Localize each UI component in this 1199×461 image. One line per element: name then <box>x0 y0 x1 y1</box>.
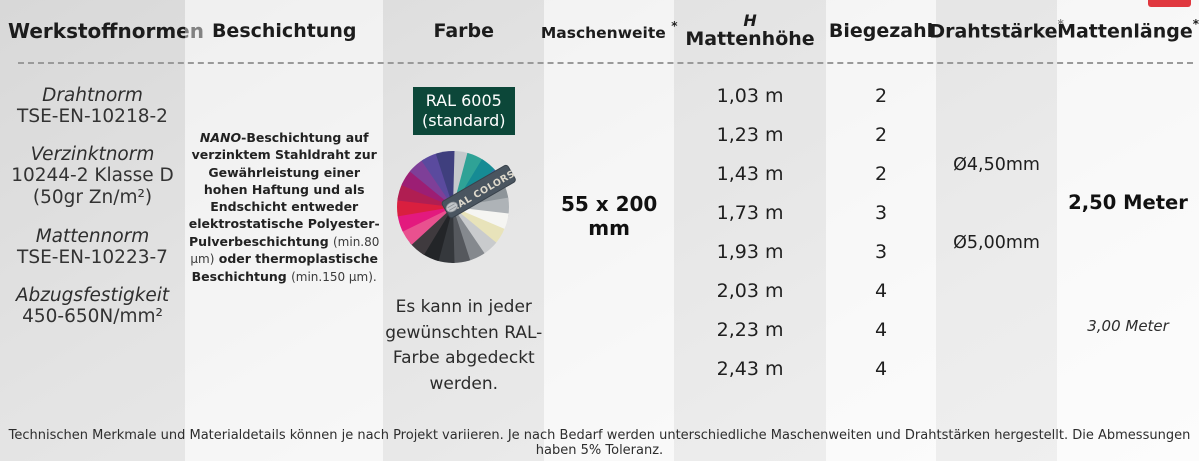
norm-value: 450-650N/mm² <box>22 305 163 327</box>
biegezahl-value: 2 <box>874 84 888 107</box>
wire-thickness-value: Ø5,00mm <box>953 233 1040 253</box>
header-mattenlaenge: Mattenlänge* <box>1057 17 1199 43</box>
norm-value: TSE-EN-10218-2 <box>17 106 168 127</box>
mesh-size-value: 55 x 200 mm <box>560 192 658 240</box>
ral-note: Es kann in jeder gewünschten RAL-Farbe a… <box>385 297 543 394</box>
norm-group: Mattennorm TSE-EN-10223-7 <box>0 226 185 269</box>
footer-note: Technischen Merkmale und Materialdetails… <box>8 428 1191 458</box>
norm-label: Mattennorm <box>35 225 150 247</box>
header-biegezahl: Biegezahl <box>828 19 934 42</box>
mattenhoehe-rows: 1,03 m 1,23 m 1,43 m 1,73 m 1,93 m 2,03 … <box>674 76 826 388</box>
biegezahl-value: 4 <box>874 318 888 341</box>
asterisk: * <box>671 18 678 33</box>
column-mattenhoehe: H Mattenhöhe 1,03 m 1,23 m 1,43 m 1,73 m… <box>674 0 826 461</box>
mattenhoehe-value: 1,03 m <box>716 84 784 107</box>
coating-nano: NANO <box>199 130 242 145</box>
mattenhoehe-value: 2,03 m <box>716 279 784 302</box>
column-farbe: Farbe RAL 6005 (standard) RAL COLORS <box>383 0 545 461</box>
column-maschenweite: Maschenweite * 55 x 200 mm <box>540 0 678 461</box>
mattenhoehe-value: 1,73 m <box>716 201 784 224</box>
biegezahl-value: 3 <box>874 240 888 263</box>
mattenhoehe-value: 1,93 m <box>716 240 784 263</box>
asterisk: * <box>1192 17 1199 32</box>
norm-label: Drahtnorm <box>42 85 143 106</box>
norm-group: Verzinktnorm 10244-2 Klasse D (50gr Zn/m… <box>0 144 185 209</box>
norm-group: Drahtnorm TSE-EN-10218-2 <box>0 85 185 128</box>
coating-text: -Beschichtung auf verzinktem Stahldraht … <box>188 130 380 249</box>
asterisk: * <box>1057 17 1064 32</box>
ral-6005-badge: RAL 6005 (standard) <box>412 87 515 135</box>
header-h-symbol: H <box>743 11 757 31</box>
mattenhoehe-value: 2,43 m <box>716 357 784 380</box>
header-mattenhoehe: H Mattenhöhe <box>685 11 815 50</box>
norm-value: 10244-2 Klasse D <box>11 165 174 187</box>
column-beschichtung: Beschichtung NANO-Beschichtung auf verzi… <box>185 0 384 461</box>
panel-length-primary: 2,50 Meter <box>1068 191 1188 214</box>
biegezahl-value: 4 <box>874 279 888 302</box>
norm-value: (50gr Zn/m²) <box>32 187 153 209</box>
coating-text2: oder thermoplastische Beschichtung <box>191 251 379 284</box>
biegezahl-value: 4 <box>874 357 888 380</box>
mattenhoehe-value: 2,23 m <box>716 318 784 341</box>
coating-min150: (min.150 µm). <box>291 269 377 284</box>
header-divider <box>18 62 1193 64</box>
wire-thickness-value: Ø4,50mm <box>953 155 1040 175</box>
biegezahl-value: 2 <box>874 123 888 146</box>
panel-length-secondary: 3,00 Meter <box>1087 317 1169 335</box>
norm-value: TSE-EN-10223-7 <box>17 246 168 268</box>
norm-label: Verzinktnorm <box>30 144 155 166</box>
coating-description: NANO-Beschichtung auf verzinktem Stahldr… <box>186 129 382 285</box>
mattenhoehe-value: 1,43 m <box>716 162 784 185</box>
norm-label: Abzugsfestigkeit <box>15 284 170 306</box>
column-werkstoffnormen: Werkstoffnormen Drahtnorm TSE-EN-10218-2… <box>0 0 204 461</box>
norm-groups: Drahtnorm TSE-EN-10218-2 Verzinktnorm 10… <box>0 63 185 328</box>
header-werkstoffnormen: Werkstoffnormen <box>8 19 204 43</box>
biegezahl-value: 3 <box>874 201 888 224</box>
biegezahl-rows: 2 2 2 3 3 4 4 4 <box>826 76 936 388</box>
ral-fan: RAL COLORS <box>396 143 532 273</box>
header-drahtstaerke: Drahtstärke* <box>929 17 1064 43</box>
norm-group: Abzugsfestigkeit 450-650N/mm² <box>0 285 185 328</box>
column-mattenlaenge: Mattenlänge* 2,50 Meter 3,00 Meter <box>1057 0 1199 461</box>
header-maschenweite: Maschenweite * <box>540 18 678 42</box>
header-beschichtung: Beschichtung <box>211 19 357 42</box>
mattenhoehe-value: 1,23 m <box>716 123 784 146</box>
coating-min80: (min.80 µm) <box>190 234 380 267</box>
ral-badge-standard: (standard) <box>422 111 506 130</box>
ral-badge-code: RAL 6005 <box>425 91 502 110</box>
column-drahtstaerke: Drahtstärke* Ø4,50mm Ø5,00mm <box>929 0 1064 461</box>
header-farbe: Farbe <box>433 19 495 42</box>
ral-colors-fan-icon: RAL COLORS <box>396 150 517 264</box>
red-tab[interactable] <box>1148 0 1191 7</box>
biegezahl-value: 2 <box>874 162 888 185</box>
column-biegezahl: Biegezahl 2 2 2 3 3 4 4 4 <box>825 0 937 461</box>
